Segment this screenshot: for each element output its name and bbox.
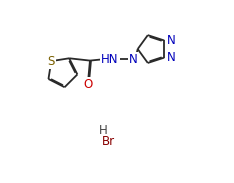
Text: N: N [167,34,176,47]
Text: H: H [99,124,107,137]
Text: O: O [84,78,93,91]
Text: Br: Br [102,135,115,148]
Text: HN: HN [101,53,119,66]
Text: S: S [48,55,55,68]
Text: N: N [167,51,176,64]
Text: N: N [129,53,137,66]
